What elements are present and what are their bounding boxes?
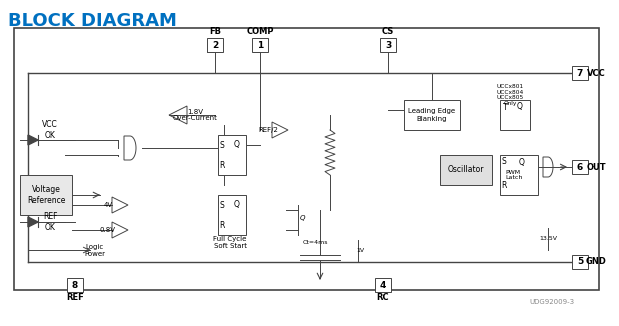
Text: REF: REF [66,293,84,303]
Text: 7: 7 [577,68,583,78]
Text: S: S [220,141,224,150]
Bar [375,278,391,292]
Text: 1V: 1V [356,247,364,253]
Text: 8: 8 [72,280,78,289]
Polygon shape [272,122,288,138]
Text: Full Cycle
Soft Start: Full Cycle Soft Start [214,236,247,249]
Text: CS: CS [382,27,394,37]
Text: 6: 6 [577,162,583,171]
Text: Q: Q [234,141,240,150]
Text: Ct=4ms: Ct=4ms [302,240,327,244]
Text: 13.5V: 13.5V [539,235,557,241]
Text: REF
OK: REF OK [43,212,57,232]
Text: Q: Q [517,102,523,111]
Text: 3: 3 [385,40,391,50]
Bar [440,155,492,185]
Bar [252,38,268,52]
Bar [500,155,538,195]
Bar [572,66,588,80]
Polygon shape [112,197,128,213]
Bar [207,38,223,52]
Bar [572,160,588,174]
Text: Leading Edge
Blanking: Leading Edge Blanking [409,109,456,122]
Text: 1: 1 [257,40,263,50]
Bar [20,175,72,215]
Text: 5: 5 [577,258,583,266]
Text: S: S [501,157,506,167]
Text: 2: 2 [212,40,218,50]
Bar [14,28,599,290]
Text: R: R [219,160,225,170]
Text: Oscillator: Oscillator [448,166,484,174]
Text: 4V: 4V [103,202,113,208]
Polygon shape [112,222,128,238]
Text: RC: RC [377,293,389,303]
Bar [572,255,588,269]
Text: Q: Q [519,157,525,167]
Text: Q: Q [299,215,305,221]
Text: 0.8V: 0.8V [100,227,116,233]
Polygon shape [28,135,38,145]
Bar [67,278,83,292]
Text: T: T [503,102,508,111]
Polygon shape [28,217,38,227]
Text: VCC: VCC [587,68,605,78]
Text: Voltage
Reference: Voltage Reference [27,185,65,205]
Text: BLOCK DIAGRAM: BLOCK DIAGRAM [8,12,177,30]
Text: UCCx801
UCCx804
UCCx805
Only: UCCx801 UCCx804 UCCx805 Only [496,84,524,106]
Text: 1.8V
Over-Current: 1.8V Over-Current [173,109,217,122]
Text: UDG92009-3: UDG92009-3 [530,299,575,305]
Text: VCC
OK: VCC OK [42,120,58,140]
Text: R: R [219,220,225,230]
Text: Logic
Power: Logic Power [85,244,105,257]
Polygon shape [169,106,187,124]
Text: GND: GND [586,258,607,266]
Text: OUT: OUT [586,162,606,171]
Text: Q: Q [234,200,240,210]
Text: R: R [501,182,507,190]
Text: PWM
Latch: PWM Latch [505,170,522,180]
Text: FB: FB [209,27,221,37]
Text: S: S [220,200,224,210]
Polygon shape [543,157,553,177]
Text: REF/2: REF/2 [258,127,278,133]
Bar [404,100,460,130]
Polygon shape [124,136,136,160]
Text: 4: 4 [380,280,386,289]
Bar [380,38,396,52]
Text: COMP: COMP [246,27,274,37]
Bar [218,195,246,235]
Bar [218,135,246,175]
Bar [500,100,530,130]
